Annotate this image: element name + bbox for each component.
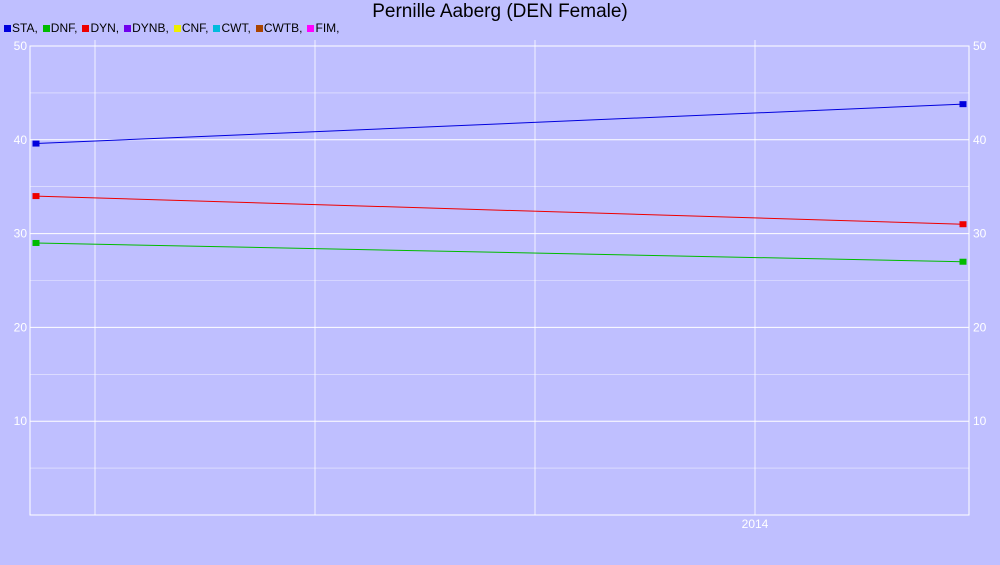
- legend-label: CWTB,: [263, 21, 303, 35]
- tick-labels: 10 10 20 20 30 30 40 40 50 50 2014: [14, 39, 987, 531]
- plot-frame: [29, 45, 970, 516]
- data-point-dnf: [32, 239, 40, 246]
- data-point-dyn: [959, 221, 967, 228]
- axes: [29, 45, 970, 516]
- legend-label: DNF,: [50, 21, 78, 35]
- y-tick-label-left: 10: [14, 414, 28, 428]
- legend-swatch: [307, 24, 315, 32]
- y-tick-label-left: 40: [14, 133, 28, 147]
- legend-label: DYN,: [90, 21, 120, 35]
- legend-swatch: [82, 24, 90, 32]
- x-tick-label: 2014: [742, 517, 769, 531]
- series-line-sta: [35, 103, 964, 145]
- y-tick-label-right: 10: [973, 414, 987, 428]
- legend-swatch: [173, 24, 181, 32]
- data-point-sta: [959, 101, 967, 108]
- y-tick-label-right: 30: [973, 227, 987, 241]
- legend-swatch: [4, 24, 11, 32]
- legend-item-dyn: DYN,: [82, 21, 119, 35]
- legend-swatch: [213, 24, 221, 32]
- legend-label: CWT,: [221, 21, 251, 35]
- legend-swatch: [255, 24, 263, 32]
- y-tick-label-right: 40: [973, 133, 987, 147]
- y-tick-label-left: 20: [14, 320, 28, 334]
- legend-item-dnf: DNF,: [42, 21, 78, 35]
- legend-item-dynb: DYNB,: [124, 21, 169, 35]
- legend-label: DYNB,: [132, 21, 169, 35]
- legend-label: STA,: [12, 21, 38, 35]
- legend-item-cnf: CNF,: [173, 21, 209, 35]
- y-tick-label-left: 30: [14, 227, 28, 241]
- grid: [30, 40, 969, 515]
- y-tick-label-left: 50: [14, 39, 28, 53]
- series-lines: [32, 101, 967, 265]
- legend-swatch: [42, 24, 50, 32]
- y-tick-label-right: 20: [973, 320, 987, 334]
- legend: STA, DNF, DYN, DYNB, CNF, CWT, CWTB, FIM,: [4, 20, 344, 36]
- data-point-sta: [32, 140, 40, 147]
- legend-item-cwtb: CWTB,: [255, 21, 303, 35]
- series-line-dyn: [35, 195, 964, 225]
- y-tick-label-right: 50: [973, 39, 987, 53]
- series-line-dnf: [35, 242, 964, 263]
- legend-swatch: [124, 24, 132, 32]
- legend-item-fim: FIM,: [307, 21, 339, 35]
- chart-title: Pernille Aaberg (DEN Female): [372, 1, 628, 22]
- legend-label: CNF,: [181, 21, 209, 35]
- data-point-dnf: [959, 258, 967, 265]
- data-point-dyn: [32, 193, 40, 200]
- legend-item-sta: STA,: [4, 21, 38, 35]
- legend-item-cwt: CWT,: [213, 21, 251, 35]
- legend-label: FIM,: [315, 21, 340, 35]
